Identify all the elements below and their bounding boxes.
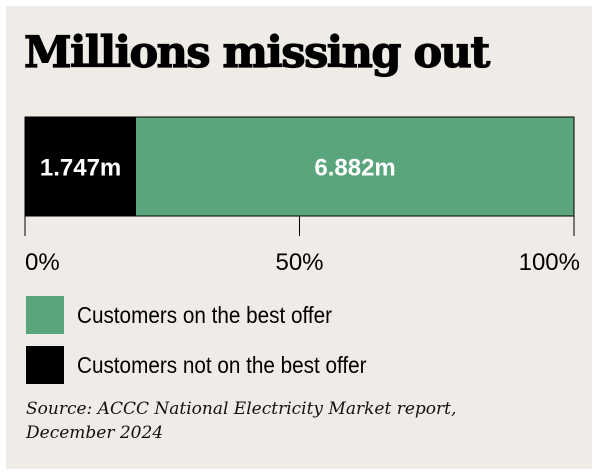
x-tick-label-0: 0% <box>25 249 60 276</box>
chart-panel: Millions missing out 1.747m 6.882m 0% 50% 10… <box>6 6 592 469</box>
stacked-bar-chart: 1.747m 6.882m 0% 50% 100% <box>24 116 580 276</box>
bar-segment-0 <box>25 117 137 216</box>
legend-swatch-best-offer <box>26 296 64 334</box>
source-note: Source: ACCC National Electricity Market… <box>26 399 457 443</box>
legend-swatch-not-best-offer <box>26 346 64 384</box>
legend-label-best-offer: Customers on the best offer <box>77 301 333 328</box>
bar-segment-1 <box>136 117 574 216</box>
legend-item-best-offer: Customers on the best offer <box>26 296 360 334</box>
bar-label-1: 6.882m <box>314 155 395 182</box>
legend-item-not-best-offer: Customers not on the best offer <box>26 346 399 384</box>
bar-label-0: 1.747m <box>40 155 121 182</box>
x-tick-label-1: 50% <box>275 249 323 276</box>
chart-title: Millions missing out <box>23 28 490 78</box>
legend-label-not-best-offer: Customers not on the best offer <box>77 351 367 378</box>
x-tick-label-2: 100% <box>519 249 580 276</box>
